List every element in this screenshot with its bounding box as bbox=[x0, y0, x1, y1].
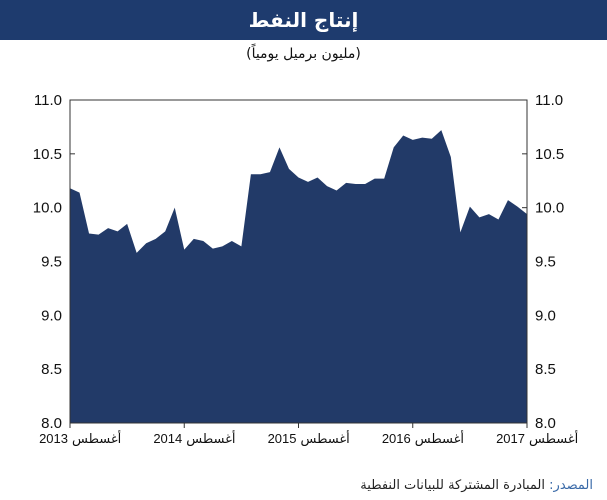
x-tick-year: 2016 bbox=[382, 431, 411, 446]
x-tick-year: 2013 bbox=[39, 431, 68, 446]
y-tick-right-label: 9.5 bbox=[535, 254, 556, 271]
y-tick-right-label: 8.5 bbox=[535, 361, 556, 378]
area-series bbox=[70, 130, 527, 423]
x-tick-month: أغسطس bbox=[301, 430, 350, 447]
y-tick-left-label: 8.0 bbox=[41, 415, 62, 432]
y-tick-right-label: 8.0 bbox=[535, 415, 556, 432]
x-tick-month: أغسطس bbox=[72, 430, 121, 447]
x-tick-month: أغسطس bbox=[415, 430, 464, 447]
y-axis-left: 8.0 8.5 9.0 9.5 10.0 10.5 11.0 bbox=[33, 92, 75, 432]
x-tick-month: أغسطس bbox=[186, 430, 235, 447]
source-note: المصدر: المبادرة المشتركة للبيانات النفط… bbox=[360, 478, 593, 493]
y-tick-right-label: 10.5 bbox=[535, 146, 564, 163]
y-tick-right-label: 9.0 bbox=[535, 307, 556, 324]
y-tick-left-label: 10.0 bbox=[33, 200, 62, 217]
y-tick-left-label: 8.5 bbox=[41, 361, 62, 378]
source-label: المصدر: bbox=[549, 478, 593, 493]
chart-subtitle: (مليون برميل يومياً) bbox=[246, 46, 361, 62]
y-axis-right: 8.0 8.5 9.0 9.5 10.0 10.5 11.0 bbox=[522, 92, 564, 432]
x-tick-month: أغسطس bbox=[529, 430, 578, 447]
x-tick-year: 2015 bbox=[268, 431, 297, 446]
y-tick-left-label: 9.5 bbox=[41, 254, 62, 271]
chart-title: إنتاج النفط bbox=[0, 0, 607, 40]
x-tick-year: 2017 bbox=[496, 431, 525, 446]
oil-production-chart: 8.0 8.5 9.0 9.5 10.0 10.5 11.0 8.0 8.5 9.0 9.5 10.… bbox=[33, 92, 578, 447]
x-axis: 2013 أغسطس 2014 أغسطس 2015 أغسطس 2016 أغسطس 2017… bbox=[39, 423, 578, 447]
source-text: المبادرة المشتركة للبيانات النفطية bbox=[360, 478, 546, 493]
y-tick-left-label: 10.5 bbox=[33, 146, 62, 163]
y-tick-right-label: 11.0 bbox=[535, 92, 563, 109]
y-tick-right-label: 10.0 bbox=[535, 200, 564, 217]
y-tick-left-label: 11.0 bbox=[34, 92, 62, 109]
y-tick-left-label: 9.0 bbox=[41, 307, 62, 324]
area-fill bbox=[70, 130, 527, 423]
x-tick-year: 2014 bbox=[153, 431, 182, 446]
